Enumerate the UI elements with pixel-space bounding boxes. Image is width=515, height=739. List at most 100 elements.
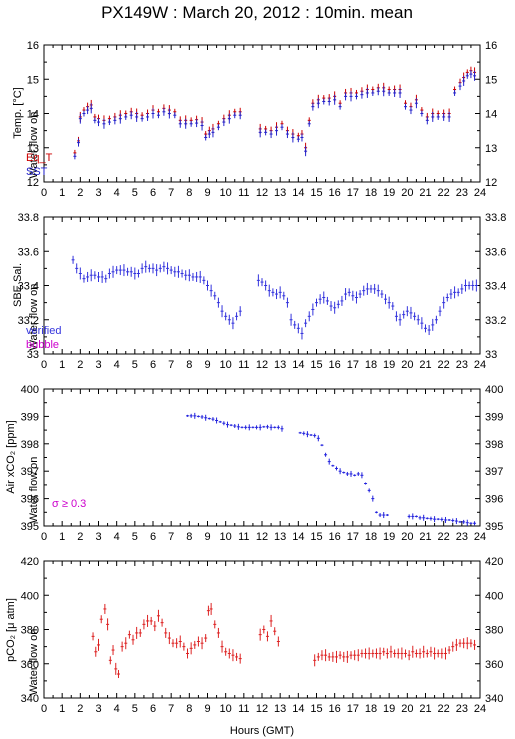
data-point	[456, 288, 460, 297]
data-point	[338, 103, 342, 110]
data-point	[258, 127, 262, 138]
xtick-label: 8	[186, 703, 192, 715]
data-point	[431, 318, 435, 331]
data-point	[213, 291, 217, 300]
xtick-label: 16	[329, 531, 341, 543]
legend-sst: SST	[26, 166, 48, 178]
data-point	[176, 265, 180, 278]
xtick-label: 12	[256, 703, 268, 715]
xticks-air: 0 1 2 3 4 5 6 7 8 9 10 11 12 13 14 15 16 17 18 19 20 21 22 23 24	[41, 389, 486, 543]
data-point	[211, 417, 215, 422]
data-point	[364, 482, 368, 485]
data-point	[376, 87, 380, 96]
data-point	[471, 280, 475, 291]
data-point	[209, 284, 213, 297]
data-point	[345, 650, 349, 663]
data-point	[325, 296, 329, 305]
data-point	[367, 647, 371, 660]
xtick-label: 13	[274, 531, 286, 543]
data-point	[135, 111, 139, 122]
xtick-label: 4	[114, 703, 120, 715]
data-point	[344, 92, 348, 101]
data-point	[202, 276, 206, 285]
xtick-label: 24	[474, 359, 486, 371]
data-point	[296, 323, 300, 334]
data-point	[344, 288, 348, 301]
data-point	[231, 317, 235, 330]
data-point	[113, 116, 117, 125]
data-point	[120, 641, 124, 652]
data-point	[220, 305, 224, 318]
data-point	[207, 417, 211, 420]
legend-bubble: bubble	[26, 339, 59, 351]
data-point	[425, 649, 429, 658]
data-point	[227, 314, 231, 325]
data-point	[162, 107, 166, 116]
data-point	[316, 652, 320, 661]
data-point	[198, 270, 202, 283]
xtick-label: 7	[168, 531, 174, 543]
xtick-label: 3	[95, 359, 101, 371]
ytick-label-left: 33.6	[18, 246, 39, 258]
xtick-label: 0	[41, 187, 47, 199]
data-point	[393, 649, 397, 658]
data-point	[473, 639, 477, 650]
data-point	[124, 113, 128, 120]
data-point	[285, 130, 289, 139]
data-point	[133, 267, 137, 280]
data-point	[300, 133, 304, 142]
data-point	[233, 423, 237, 428]
data-point	[258, 628, 262, 641]
xtick-label: 4	[114, 531, 120, 543]
data-point	[353, 650, 357, 661]
data-point	[458, 520, 462, 523]
data-point	[454, 638, 458, 651]
data-point	[227, 113, 231, 124]
data-point	[315, 298, 318, 307]
data-point	[99, 615, 103, 624]
data-point	[322, 291, 326, 304]
data-point	[454, 518, 458, 525]
xtick-label: 13	[274, 359, 286, 371]
data-point	[371, 495, 375, 502]
data-point	[264, 129, 268, 136]
xtick-label: 24	[474, 187, 486, 199]
data-point	[204, 134, 208, 141]
data-point	[402, 310, 406, 319]
data-point	[443, 647, 447, 660]
ytick-label-right: 396	[485, 494, 503, 506]
data-point	[93, 271, 97, 280]
data-point	[469, 522, 473, 525]
data-point	[465, 72, 469, 79]
xtick-label: 18	[365, 187, 377, 199]
xtick-label: 11	[238, 187, 249, 199]
data-point	[420, 317, 424, 330]
data-point	[97, 638, 100, 651]
xtick-label: 16	[329, 703, 341, 715]
data-point	[373, 283, 377, 294]
data-point	[334, 466, 338, 471]
ylabel-sal: SBE Sal.	[12, 263, 24, 307]
data-point	[209, 602, 213, 615]
data-point	[173, 112, 177, 119]
data-point	[304, 319, 308, 328]
ylabel-pco2: pCO₂ [μ atm]	[5, 598, 17, 662]
ytick-label-left: 13	[27, 143, 39, 155]
data-point	[324, 452, 328, 457]
data-point	[215, 417, 219, 424]
data-sal	[71, 255, 478, 340]
ytick-label-left: 12	[27, 177, 39, 189]
data-point	[462, 75, 466, 86]
data-point	[387, 296, 391, 309]
xtick-label: 20	[401, 703, 413, 715]
xtick-label: 19	[383, 531, 395, 543]
data-point	[298, 431, 302, 434]
data-point	[365, 282, 369, 295]
xticks-pco2: 0 1 2 3 4 5 6 7 8 9 10 11 12 13 14 15 16 17 18 19 20 21 22 23 24	[41, 561, 486, 715]
xtick-label: 0	[41, 531, 47, 543]
ytick-label-left: 399	[21, 411, 39, 423]
data-point	[169, 266, 173, 275]
data-point	[285, 297, 289, 308]
data-point	[153, 621, 157, 632]
